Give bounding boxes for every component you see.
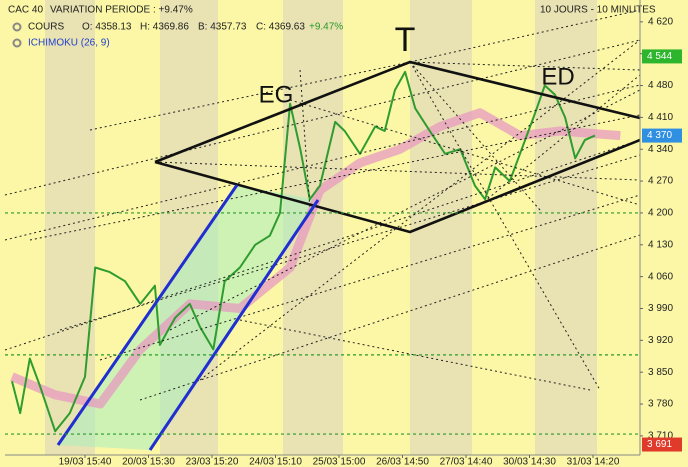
x-tick-label: 26/03 14:50 [376,457,429,467]
annotation: EG [259,81,294,108]
legend-icon [12,22,22,32]
y-tick-label: 3 920 [648,335,673,346]
legend-entry: COURS [28,22,64,33]
x-tick-label: 31/03 14:20 [567,457,620,467]
y-tick-label: 4 270 [648,176,673,187]
legend-icon [12,38,22,48]
price-marker-label: 4 370 [647,130,672,141]
change: +9.47% [309,22,343,33]
x-tick-label: 23/03 15:20 [186,457,239,467]
cloud-line [10,108,621,409]
y-tick-label: 3 710 [648,431,673,442]
price-marker-label: 4 544 [647,51,672,62]
annotation: ED [541,63,574,90]
y-tick-label: 3 780 [648,399,673,410]
y-tick-label: 4 410 [648,112,673,123]
y-tick-label: 3 990 [648,303,673,314]
x-tick-label: 27/03 14:40 [440,457,493,467]
y-tick-label: 4 340 [648,144,673,155]
y-tick-label: 3 850 [648,367,673,378]
price-marker [642,437,682,452]
x-tick-label: 25/03 15:00 [313,457,366,467]
y-tick-label: 4 200 [648,208,673,219]
x-tick-label: 20/03 15:30 [122,457,175,467]
chart-title: CAC 40 [8,5,43,16]
subtitle: VARIATION PERIODE : +9.47% [50,5,193,16]
channel-fill [58,185,318,450]
price-line [11,70,596,433]
price-marker [642,128,682,143]
ohlc: B: 4357.73 [198,22,247,33]
annotation: T [395,21,416,59]
trend-lines [4,9,641,451]
y-tick-label: 4 480 [648,80,673,91]
ohlc: O: 4358.13 [82,22,132,33]
ohlc: H: 4369.86 [140,22,189,33]
ohlc: C: 4369.63 [256,22,305,33]
price-marker [642,49,682,64]
x-tick-label: 19/03 15:40 [59,457,112,467]
y-tick-label: 4 060 [648,271,673,282]
y-tick-label: 4 130 [648,239,673,250]
period: 10 JOURS - 10 MINUTES [540,5,656,16]
x-tick-label: 30/03 14:30 [503,457,556,467]
x-tick-label: 24/03 15:10 [249,457,302,467]
price-marker-label: 3 691 [647,439,672,450]
legend-entry: ICHIMOKU (26, 9) [28,38,110,49]
y-tick-label: 4 620 [648,16,673,27]
